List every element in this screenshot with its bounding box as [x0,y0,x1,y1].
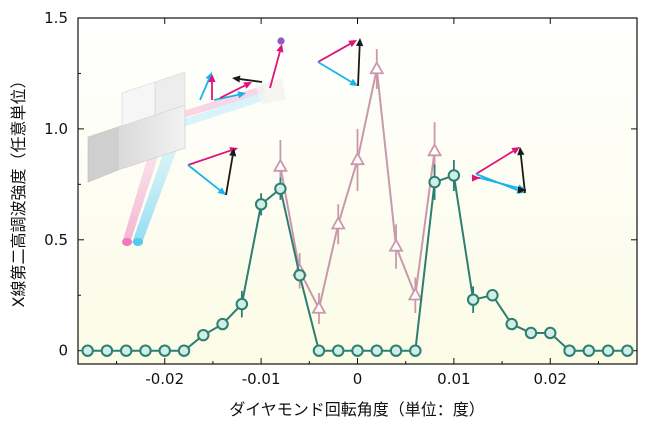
data-point [524,326,538,340]
data-point [407,286,423,301]
black-vector-arrow [356,38,364,87]
data-point [332,344,345,357]
data-point [389,344,403,357]
data-point [272,158,288,172]
data-point [158,344,171,357]
data-point [409,344,422,357]
data-point [466,293,480,306]
data-point [100,344,114,357]
magenta-vector-arrow [219,82,252,99]
black-vector-arrow [225,148,237,196]
data-point [349,151,366,166]
x-tick-label: -0.02 [145,370,184,388]
x-tick-label: 0.01 [437,370,470,388]
data-point [621,344,634,357]
cyan-vector-arrow [213,91,246,101]
data-point [428,175,441,189]
y-tick-label: 1.0 [44,120,68,138]
x-tick-label: -0.01 [242,370,281,388]
data-point [293,269,306,282]
magenta-vector-arrow [317,40,357,63]
data-point [563,344,576,357]
series-circle [81,159,634,357]
magenta-vector-arrow [269,44,284,89]
violet-dot [277,37,285,45]
data-point [311,300,327,314]
y-axis-label: X線第二高調波強度（任意単位） [9,73,28,308]
data-point [139,344,152,357]
data-point [274,182,287,195]
data-point [197,328,210,342]
data-point [388,238,404,252]
x-tick-label: 0 [353,370,363,388]
data-point [582,344,596,357]
data-point [216,317,229,331]
magenta-vector-arrow [208,74,216,100]
experiment-illustration [87,37,526,246]
y-tick-label: 0.5 [44,231,68,249]
data-point [486,289,499,302]
cyan-incident-beam [182,92,266,126]
data-point [427,142,443,157]
cyan-spot [133,238,143,246]
magenta-vector-arrow [475,147,520,175]
data-point [312,344,326,357]
x-axis-label: ダイヤモンド回転角度（単位：度） [229,400,485,419]
cyan-vector-arrow [317,61,358,86]
data-point [81,344,94,357]
data-point [601,344,615,357]
series-layer [81,49,634,357]
data-point [119,344,133,357]
tick-labels: -0.02 -0.01 0 0.01 0.02 0 0.5 1.0 1.5 [44,9,567,388]
magenta-vector-arrow [472,174,480,182]
data-point [351,344,364,357]
data-point [235,297,249,311]
data-point [370,344,383,357]
y-tick-label: 1.5 [44,9,68,27]
black-vector-arrow [232,75,263,83]
black-vector-arrow [517,147,526,194]
cyan-vector-arrow [187,164,226,195]
mirror [255,78,286,104]
pink-spot [122,238,132,246]
data-point [254,198,268,211]
data-point [330,215,346,230]
black-vector-arrow [518,186,526,194]
x-tick-label: 0.02 [534,370,567,388]
plot-frame [77,17,638,365]
data-point [447,169,461,182]
data-point [505,317,518,331]
y-tick-label: 0 [58,342,68,360]
data-point [544,326,557,340]
data-point [177,344,191,357]
diamond-crystal [87,71,186,183]
data-point [369,60,385,75]
